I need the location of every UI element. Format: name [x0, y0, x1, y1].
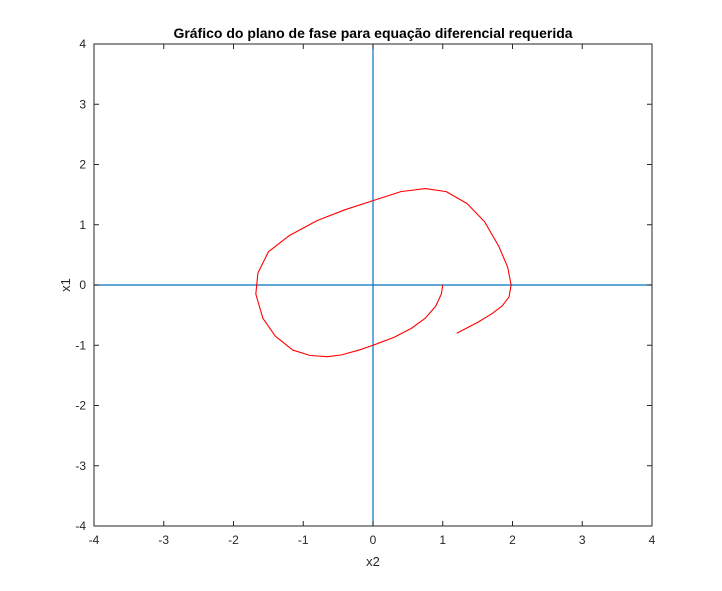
x-tick-label: 1 — [439, 533, 446, 547]
y-tick-label: 3 — [79, 97, 86, 111]
y-axis-label: x1 — [58, 278, 73, 292]
y-tick-label: 0 — [79, 278, 86, 292]
y-tick-label: 2 — [79, 158, 86, 172]
chart-title: Gráfico do plano de fase para equação di… — [173, 25, 572, 41]
series-line-0 — [255, 188, 512, 358]
x-tick-label: 2 — [509, 533, 516, 547]
x-tick-label: -3 — [158, 533, 169, 547]
y-tick-label: 4 — [79, 37, 86, 51]
y-tick-label: -4 — [75, 519, 86, 533]
x-axis-label: x2 — [366, 554, 380, 569]
x-tick-label: -4 — [89, 533, 100, 547]
x-tick-label: -1 — [298, 533, 309, 547]
y-tick-label: -3 — [75, 459, 86, 473]
x-tick-label: 0 — [370, 533, 377, 547]
x-tick-label: -2 — [228, 533, 239, 547]
axes: -4 -3 -2 -1 0 1 2 3 4 -4 -3 -2 -1 0 1 2 3 4 — [75, 37, 655, 547]
x-tick-label: 4 — [649, 533, 656, 547]
y-tick-label: -2 — [75, 399, 86, 413]
y-tick-label: -1 — [75, 338, 86, 352]
y-tick-label: 1 — [79, 218, 86, 232]
x-tick-label: 3 — [579, 533, 586, 547]
